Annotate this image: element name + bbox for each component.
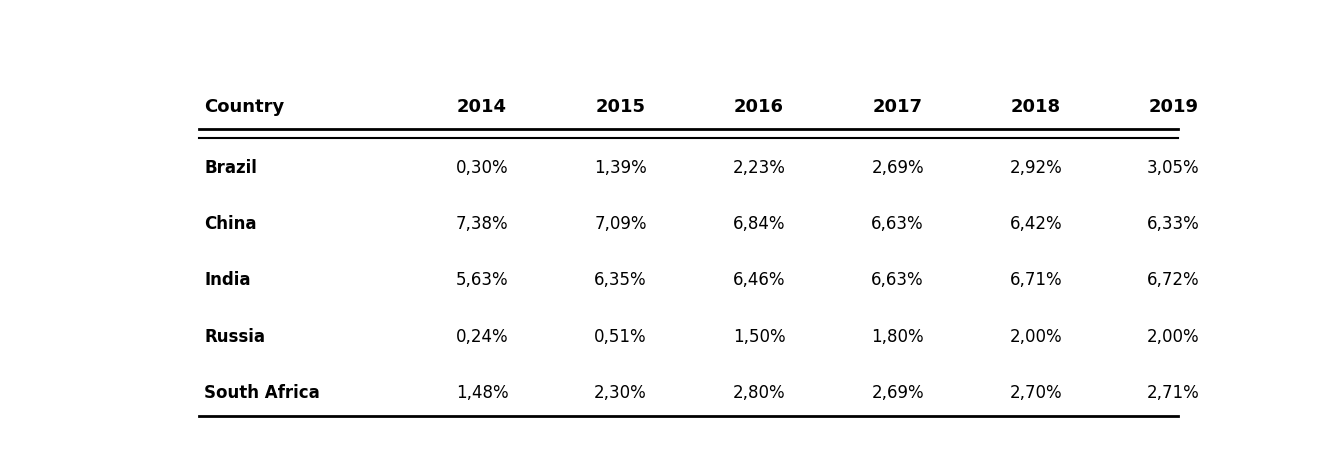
Text: 0,30%: 0,30% <box>456 159 508 177</box>
Text: 6,72%: 6,72% <box>1146 271 1199 290</box>
Text: 1,39%: 1,39% <box>594 159 646 177</box>
Text: 1,48%: 1,48% <box>456 384 508 402</box>
Text: 2018: 2018 <box>1011 98 1062 116</box>
Text: 2,23%: 2,23% <box>732 159 785 177</box>
Text: 0,51%: 0,51% <box>594 328 646 346</box>
Text: 6,63%: 6,63% <box>871 215 923 233</box>
Text: 6,42%: 6,42% <box>1009 215 1063 233</box>
Text: 6,35%: 6,35% <box>594 271 646 290</box>
Text: 6,71%: 6,71% <box>1009 271 1063 290</box>
Text: 2,00%: 2,00% <box>1009 328 1063 346</box>
Text: 2,70%: 2,70% <box>1009 384 1063 402</box>
Text: India: India <box>204 271 251 290</box>
Text: 6,63%: 6,63% <box>871 271 923 290</box>
Text: 2,80%: 2,80% <box>732 384 785 402</box>
Text: Brazil: Brazil <box>204 159 257 177</box>
Text: 2,92%: 2,92% <box>1009 159 1063 177</box>
Text: 2,00%: 2,00% <box>1146 328 1199 346</box>
Text: 2,69%: 2,69% <box>871 159 923 177</box>
Text: 0,24%: 0,24% <box>456 328 508 346</box>
Text: 2017: 2017 <box>872 98 922 116</box>
Text: 2014: 2014 <box>457 98 507 116</box>
Text: 2,30%: 2,30% <box>594 384 646 402</box>
Text: 7,09%: 7,09% <box>594 215 646 233</box>
Text: 1,80%: 1,80% <box>871 328 923 346</box>
Text: China: China <box>204 215 257 233</box>
Text: 5,63%: 5,63% <box>456 271 508 290</box>
Text: 6,46%: 6,46% <box>732 271 785 290</box>
Text: 2015: 2015 <box>595 98 645 116</box>
Text: Russia: Russia <box>204 328 266 346</box>
Text: 6,84%: 6,84% <box>732 215 785 233</box>
Text: 2,71%: 2,71% <box>1146 384 1199 402</box>
Text: 1,50%: 1,50% <box>732 328 785 346</box>
Text: 7,38%: 7,38% <box>456 215 508 233</box>
Text: Country: Country <box>204 98 285 116</box>
Text: 6,33%: 6,33% <box>1146 215 1199 233</box>
Text: 2016: 2016 <box>734 98 784 116</box>
Text: 2019: 2019 <box>1148 98 1198 116</box>
Text: 2,69%: 2,69% <box>871 384 923 402</box>
Text: South Africa: South Africa <box>204 384 320 402</box>
Text: 3,05%: 3,05% <box>1146 159 1199 177</box>
